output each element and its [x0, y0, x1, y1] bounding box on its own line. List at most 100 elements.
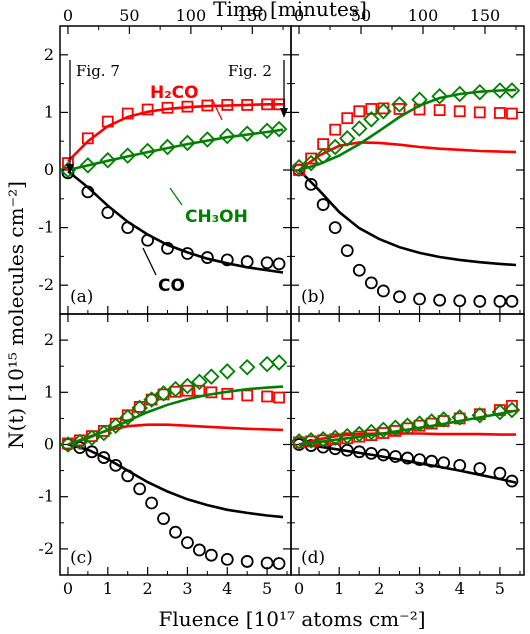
panel-c-co-point	[192, 543, 206, 557]
panel-b-co-point	[493, 294, 507, 308]
panel-b-ch3oh-point	[363, 111, 380, 128]
panel-c-ch3oh-point	[83, 429, 101, 446]
panel-c-ch3oh-point	[179, 377, 196, 395]
panel-a-ytick-label: 1	[44, 102, 54, 121]
panel-a-co-point	[141, 233, 155, 247]
panel-d-co-point	[328, 442, 342, 456]
panel-a-ch3oh-point	[139, 142, 156, 160]
panel-a-top-tick-label: 150	[237, 6, 268, 25]
panel-b-co-point	[376, 284, 390, 298]
fig2-annotation: Fig. 2	[228, 62, 272, 80]
panel-c-ch3oh-point	[238, 358, 256, 376]
panel-a-ch3oh-point	[270, 120, 288, 138]
panel-c-co-point	[260, 556, 274, 570]
panel-b-h2co-point	[506, 107, 518, 120]
panel-d-ch3oh-point	[471, 406, 489, 424]
panel-c-ytick-label: -1	[38, 487, 54, 506]
ch3oh-series-label: CH₃OH	[185, 207, 248, 227]
panel-b-ch3oh-point	[471, 83, 489, 101]
panel-b-co-point	[393, 290, 406, 304]
panel-a-co-point	[220, 253, 234, 267]
panel-c-co-point	[109, 458, 123, 472]
panel-b-ch3oh-point	[338, 130, 356, 147]
panel-b-h2co-point	[393, 103, 406, 115]
panel-a-ch3oh-point	[238, 125, 256, 142]
panel-a-h2co-point	[241, 99, 254, 111]
panel-a-ch3oh-point	[99, 151, 117, 169]
panel-a-top-tick-label: 100	[176, 6, 207, 25]
panel-c-co-point	[272, 557, 286, 570]
panel-c-co-point	[157, 512, 170, 526]
panel-b-ch3oh-point	[491, 82, 509, 99]
panel-c-co-point	[97, 451, 111, 464]
panel-b-co-point	[413, 292, 426, 306]
panel-d-co-point	[364, 446, 378, 460]
panel-a-h2co-point	[221, 99, 234, 111]
panel-b-ch3oh-point	[391, 96, 408, 113]
panel-b-label: (b)	[301, 287, 325, 307]
panel-b-h2co-point	[453, 105, 466, 118]
panel-b-ch3oh-point	[302, 154, 320, 172]
panel-d-xtick-label: 1	[334, 579, 344, 598]
panel-a-co-point	[161, 241, 174, 255]
panel-a-co-point	[200, 251, 214, 264]
panel-b-co-point	[453, 294, 467, 308]
panel-b-ch3oh-point	[314, 147, 332, 165]
panel-c-xtick-label: 0	[63, 579, 73, 598]
panel-c-h2co-fit-line	[67, 423, 284, 446]
panel-a-ytick-label: -1	[38, 218, 54, 237]
panel-c-label: (c)	[70, 548, 93, 568]
panel-a-ch3oh-point	[199, 131, 216, 148]
panel-c-h2co-point	[273, 391, 285, 404]
panel-c-ch3oh-point	[258, 355, 276, 373]
panel-d-co-point	[401, 451, 414, 465]
panel-a-co-point	[101, 206, 115, 220]
panel-b-co-point	[340, 244, 354, 258]
panel-c-ytick-label: 2	[44, 330, 54, 349]
panel-c-ch3oh-point	[107, 417, 125, 434]
panel-b-ch3oh-point	[375, 102, 392, 120]
panel-c-ch3oh-point	[143, 391, 160, 408]
panel-b-ch3oh-fit-line	[298, 88, 517, 172]
fig7-arrow	[66, 60, 74, 174]
panel-d-xtick-label: 5	[495, 579, 505, 598]
panel-a-ch3oh-point	[219, 127, 236, 145]
panel-a-co-point	[81, 185, 95, 199]
x-axis-title: Fluence [10¹⁷ atoms cm⁻²]	[158, 607, 425, 631]
panel-a-co-point	[260, 256, 274, 270]
panel-b-ch3oh-point	[411, 91, 428, 109]
panel-a-h2co-point	[81, 132, 94, 145]
panel-b-co-point	[352, 263, 366, 277]
panel-c-ytick-label: 0	[44, 435, 54, 454]
panel-c-ch3oh-point	[203, 368, 220, 385]
panel-a-ch3oh-point	[79, 157, 97, 174]
panel-c-co-point	[145, 496, 159, 510]
panel-c-ch3oh-point	[131, 399, 148, 417]
panel-c-xtick-label: 5	[262, 579, 272, 598]
panel-b-co-fit-line	[298, 169, 517, 267]
panel-d-co-point	[352, 445, 366, 459]
panel-d-ch3oh-fit-line	[298, 409, 517, 446]
panel-b-h2co-point	[341, 112, 354, 125]
panel-a-co-point	[240, 255, 254, 268]
panel-b-ch3oh-point	[326, 138, 344, 156]
y-axis-title: N(t) [10¹⁵ molecules cm⁻²]	[4, 181, 28, 449]
panel-b: 0 50 100 150 (b)	[290, 6, 525, 315]
panel-b-co-point	[328, 221, 342, 235]
panel-b-h2co-point	[365, 103, 378, 115]
panel-b-ch3oh-point	[431, 87, 448, 105]
panel-b-ch3oh-point	[451, 85, 468, 103]
panel-d-co-point	[493, 466, 507, 480]
panel-c-co-point	[181, 536, 194, 550]
panel-a-ch3oh-point	[159, 138, 176, 156]
panel-d-xtick-label: 4	[455, 579, 465, 598]
panel-d-label: (d)	[301, 548, 325, 568]
panel-c-ch3oh-point	[270, 354, 288, 371]
panel-d: 0 1 2 3 4 5 (d)	[290, 313, 525, 598]
panel-b-h2co-point	[305, 152, 317, 165]
panel-d-co-point	[473, 462, 487, 475]
panel-b-frame	[290, 25, 525, 315]
panel-b-top-tick-label: 100	[408, 6, 439, 25]
panel-a-ch3oh-point	[179, 134, 196, 152]
panel-b-ch3oh-point	[503, 82, 521, 99]
